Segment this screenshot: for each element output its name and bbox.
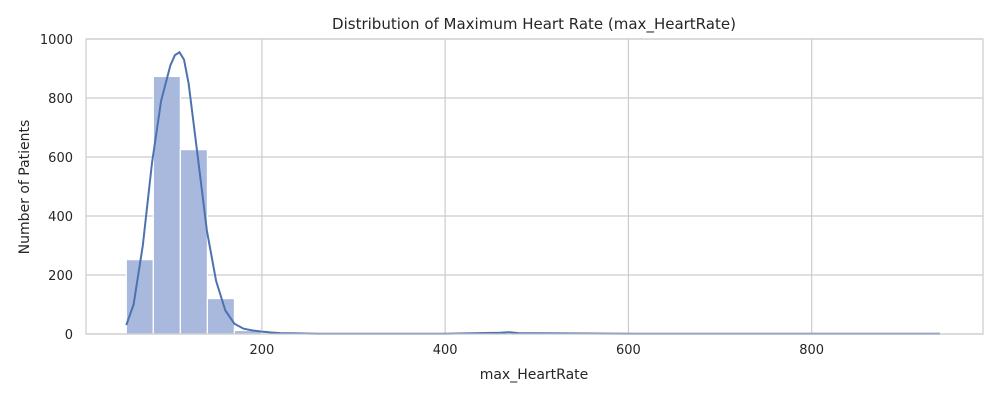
histogram-bar	[152, 75, 181, 335]
y-tick-label: 1000	[40, 33, 73, 48]
y-tick-label: 0	[65, 328, 73, 343]
x-tick-label: 400	[433, 343, 458, 358]
y-tick-label: 600	[48, 151, 73, 166]
chart-title: Distribution of Maximum Heart Rate (max_…	[332, 15, 736, 34]
kde-curve	[125, 50, 940, 335]
x-axis-label: max_HeartRate	[480, 367, 589, 383]
y-tick-label: 800	[48, 92, 73, 107]
x-tick-label: 800	[799, 343, 824, 358]
x-tick-label: 200	[250, 343, 275, 358]
x-tick-label: 600	[616, 343, 641, 358]
histogram-bar	[179, 149, 209, 335]
plot-frame	[85, 38, 984, 335]
x-tick-labels: 200 400 600 800	[250, 343, 825, 358]
y-axis-label: Number of Patients	[17, 120, 33, 255]
y-tick-label: 200	[48, 269, 73, 284]
y-tick-label: 400	[48, 210, 73, 225]
plot-background	[86, 39, 983, 334]
y-tick-labels: 0 200 400 600 800 1000	[40, 33, 73, 343]
